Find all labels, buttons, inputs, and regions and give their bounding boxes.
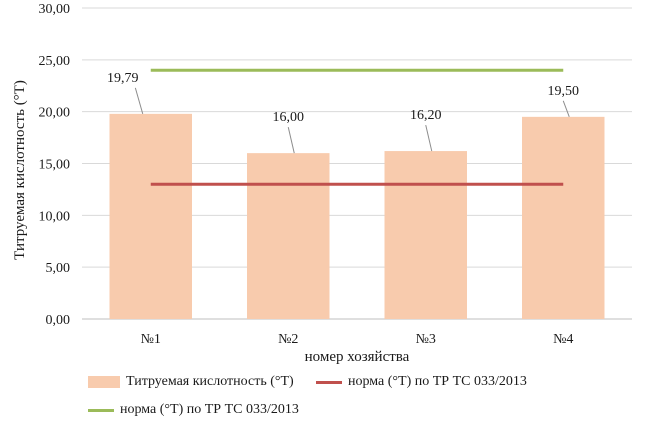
y-tick-label: 0,00 (46, 313, 71, 328)
data-label: 19,79 (107, 71, 139, 86)
legend-swatch-norm-red (316, 380, 342, 384)
legend-label-norm-green: норма (°Т) по ТР ТС 033/2013 (120, 402, 299, 417)
y-axis-title: Титруемая кислотность (°Т) (12, 80, 28, 260)
data-labels: 19,79 16,00 16,20 19,50 (107, 71, 580, 154)
data-label-leader (562, 100, 570, 118)
legend-item-bars: Титруемая кислотность (°Т) (88, 374, 294, 390)
x-axis-title: номер хозяйства (305, 349, 410, 365)
data-label-leader (425, 124, 433, 152)
y-tick-label: 25,00 (39, 54, 71, 69)
x-axis-ticks: №1 №2 №3 №4 (141, 332, 574, 347)
norm-lines (150, 68, 564, 186)
x-tick-label: №3 (416, 332, 436, 347)
legend-item-norm-red: норма (°Т) по ТР ТС 033/2013 (316, 374, 527, 390)
bar (109, 113, 192, 320)
y-tick-label: 10,00 (39, 209, 71, 224)
bar (384, 151, 467, 319)
legend-label-bars: Титруемая кислотность (°Т) (126, 374, 294, 389)
data-label-leader (287, 127, 295, 154)
data-label-leader (134, 87, 144, 114)
y-axis-ticks: 0,00 5,00 10,00 15,00 20,00 25,00 30,00 (39, 2, 71, 328)
y-tick-label: 20,00 (39, 106, 71, 121)
y-tick-label: 5,00 (46, 261, 71, 276)
y-tick-label: 30,00 (39, 2, 71, 17)
x-tick-label: №2 (278, 332, 298, 347)
legend-label-norm-red: норма (°Т) по ТР ТС 033/2013 (348, 374, 527, 389)
x-tick-label: №4 (553, 332, 573, 347)
legend-item-norm-green: норма (°Т) по ТР ТС 033/2013 (88, 402, 299, 418)
data-label: 19,50 (548, 84, 580, 99)
bar (522, 116, 605, 319)
x-tick-label: №1 (141, 332, 161, 347)
data-label: 16,00 (273, 110, 305, 125)
legend-swatch-bars (88, 376, 120, 388)
data-label: 16,20 (410, 108, 442, 123)
legend-swatch-norm-green (88, 408, 114, 412)
bar (247, 153, 330, 319)
bars (109, 113, 605, 320)
y-tick-label: 15,00 (39, 158, 71, 173)
